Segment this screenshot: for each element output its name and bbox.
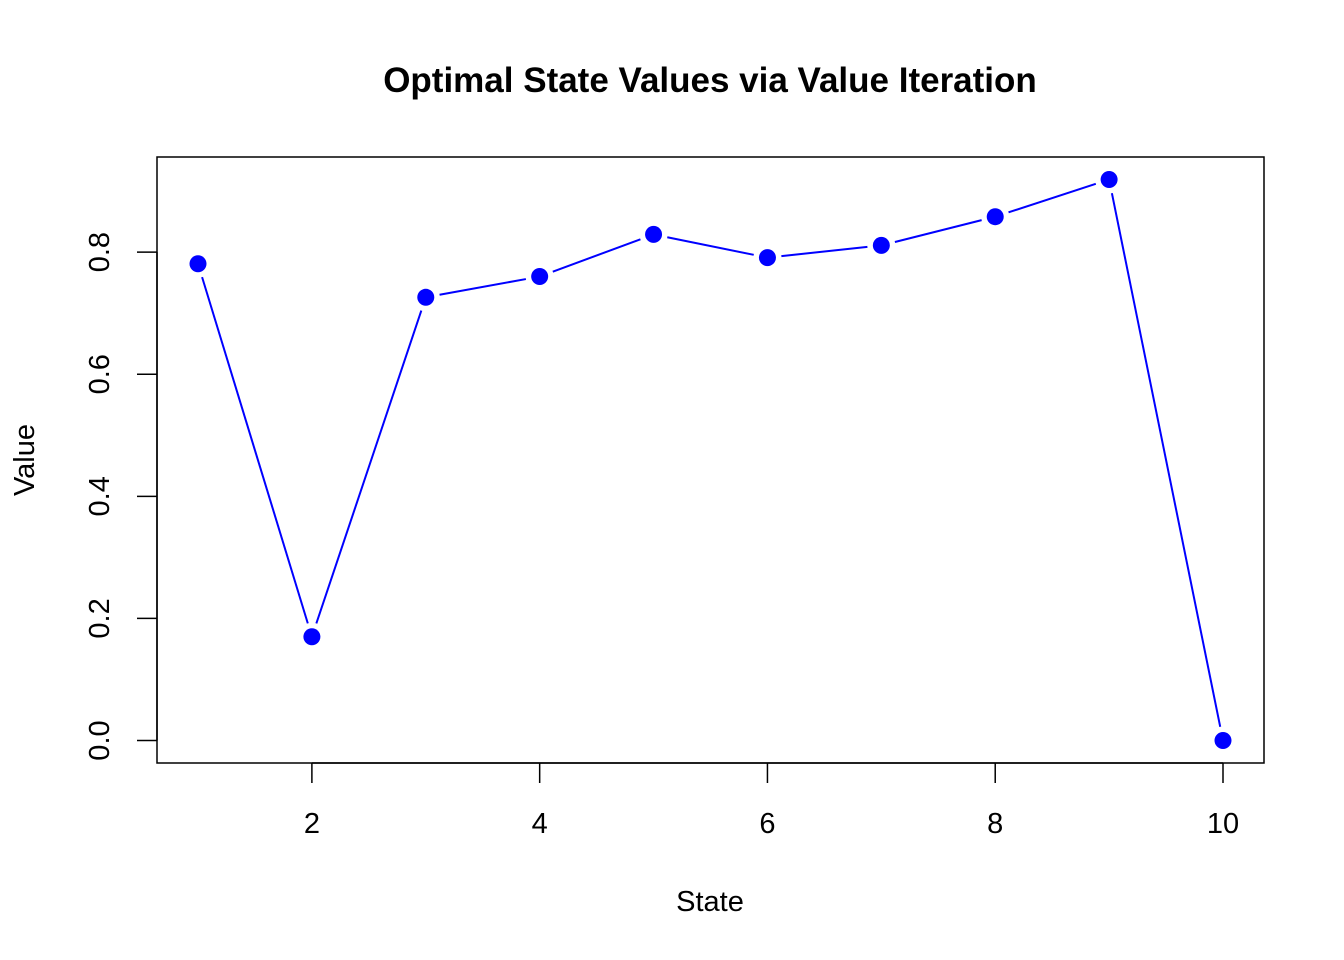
series-line-segment bbox=[1110, 192, 1222, 728]
x-tick-label: 10 bbox=[1207, 808, 1239, 840]
data-point bbox=[1214, 732, 1232, 750]
y-tick-label: 0.8 bbox=[84, 232, 116, 272]
series-line-segment bbox=[667, 236, 754, 256]
series-line-segment bbox=[552, 238, 641, 273]
x-tick-label: 4 bbox=[532, 808, 548, 840]
series-line-segment bbox=[894, 219, 982, 243]
data-point bbox=[417, 288, 435, 306]
data-point bbox=[1100, 170, 1118, 188]
data-point bbox=[758, 249, 776, 267]
data-series bbox=[189, 170, 1232, 750]
series-line-segment bbox=[439, 278, 527, 296]
y-tick-label: 0.6 bbox=[84, 354, 116, 394]
x-tick-label: 6 bbox=[759, 808, 775, 840]
y-axis-label: Value bbox=[9, 424, 41, 496]
y-axis: 0.0 0.2 0.4 0.6 0.8 bbox=[84, 232, 158, 761]
chart-title: Optimal State Values via Value Iteration bbox=[383, 61, 1037, 100]
y-tick-label: 0.4 bbox=[84, 476, 116, 516]
series-line-segment bbox=[201, 276, 309, 624]
series-line-segment bbox=[315, 310, 423, 624]
data-point bbox=[872, 236, 890, 254]
y-tick-label: 0.2 bbox=[84, 598, 116, 638]
series-line-segment bbox=[1008, 182, 1097, 214]
y-tick-label: 0.0 bbox=[84, 720, 116, 760]
data-point bbox=[986, 208, 1004, 226]
series-line-segment bbox=[781, 245, 868, 258]
x-tick-label: 8 bbox=[987, 808, 1003, 840]
x-axis: 2 4 6 8 10 bbox=[304, 762, 1239, 840]
data-point bbox=[645, 225, 663, 243]
x-axis-label: State bbox=[676, 886, 744, 918]
data-point bbox=[189, 255, 207, 273]
x-tick-label: 2 bbox=[304, 808, 320, 840]
data-point bbox=[531, 268, 549, 286]
data-point bbox=[303, 628, 321, 646]
